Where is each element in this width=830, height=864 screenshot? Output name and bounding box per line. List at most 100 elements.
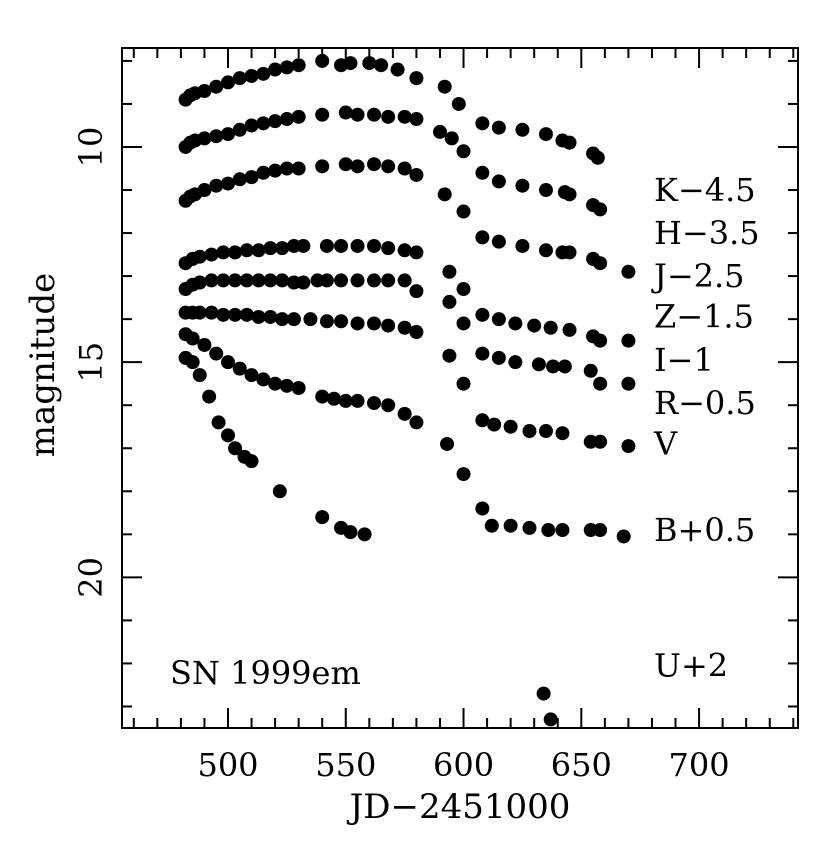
data-point — [437, 187, 452, 202]
data-point — [390, 62, 405, 77]
data-point — [197, 84, 212, 99]
x-tick-label-650: 650 — [551, 746, 612, 784]
data-point — [202, 389, 217, 404]
data-point — [338, 393, 353, 408]
data-point — [334, 238, 349, 253]
y-tick-label-10: 10 — [72, 127, 110, 168]
data-point — [546, 359, 561, 374]
data-point — [562, 187, 577, 202]
data-point — [381, 398, 396, 413]
data-point — [291, 161, 306, 176]
data-point — [409, 284, 424, 299]
data-point — [397, 243, 412, 258]
data-point — [515, 122, 530, 137]
annotation-sn-1999em: SN 1999em — [170, 654, 361, 692]
data-point — [437, 79, 452, 94]
data-point — [263, 241, 278, 256]
data-point — [268, 163, 283, 178]
data-point — [251, 309, 266, 324]
data-point — [192, 305, 207, 320]
data-point — [557, 359, 572, 374]
series-i-1 — [178, 273, 636, 391]
data-point — [291, 381, 306, 395]
data-point — [228, 245, 243, 260]
data-point — [197, 183, 212, 198]
series-h-3-5 — [178, 105, 608, 217]
data-point — [319, 314, 334, 329]
data-point — [279, 378, 294, 393]
data-point — [275, 241, 290, 256]
data-point — [220, 75, 235, 90]
data-point — [538, 424, 553, 439]
data-point — [357, 527, 372, 542]
series-r-0-5 — [178, 305, 636, 449]
data-point — [555, 523, 570, 538]
series-label-h-3-5: H−3.5 — [654, 214, 760, 252]
series-z-1-5 — [178, 238, 636, 348]
data-point — [256, 165, 271, 180]
data-point — [503, 518, 518, 533]
data-point — [338, 105, 353, 120]
data-point — [397, 406, 412, 421]
series-label-k-4-5: K−4.5 — [654, 171, 756, 209]
data-point — [409, 415, 424, 430]
data-point — [209, 129, 224, 144]
data-point — [350, 159, 365, 174]
data-point — [272, 484, 287, 499]
data-point — [555, 426, 570, 441]
y-tick-label-20: 20 — [72, 557, 110, 598]
data-point — [444, 131, 459, 146]
data-point — [232, 71, 247, 86]
series-label-u-2: U+2 — [654, 646, 728, 684]
data-point — [279, 112, 294, 127]
data-point — [268, 62, 283, 77]
data-point — [456, 204, 471, 219]
data-point — [475, 413, 490, 428]
data-point — [508, 316, 523, 331]
y-tick-label-15: 15 — [72, 342, 110, 383]
data-point — [192, 275, 207, 290]
data-point — [381, 318, 396, 333]
data-point — [409, 167, 424, 182]
data-point — [562, 245, 577, 260]
data-point — [251, 243, 266, 258]
series-label-j-2-5: J−2.5 — [651, 257, 745, 295]
data-point — [350, 273, 365, 288]
data-point — [491, 120, 506, 135]
data-point — [192, 368, 207, 383]
data-point — [239, 307, 254, 322]
data-point — [381, 159, 396, 174]
data-point — [244, 68, 259, 83]
data-point — [562, 322, 577, 337]
series-k-4-5 — [178, 53, 605, 165]
data-point — [621, 333, 636, 348]
data-point — [409, 112, 424, 127]
data-point — [263, 273, 278, 288]
data-point — [315, 107, 330, 122]
data-point — [362, 56, 377, 71]
data-point — [209, 346, 224, 361]
data-point — [367, 396, 382, 411]
data-point — [456, 282, 471, 297]
data-point — [475, 307, 490, 322]
data-point — [296, 238, 311, 253]
series-b-0-5 — [178, 350, 372, 542]
data-point — [256, 66, 271, 81]
data-point — [319, 238, 334, 253]
data-point — [522, 424, 537, 439]
data-point — [256, 116, 271, 131]
data-point — [515, 178, 530, 193]
data-point — [621, 376, 636, 391]
data-point — [338, 157, 353, 172]
data-point — [409, 325, 424, 340]
data-point — [275, 312, 290, 327]
data-point — [367, 107, 382, 122]
data-point — [590, 150, 605, 165]
data-point — [432, 124, 447, 139]
data-point — [397, 273, 412, 288]
data-point — [531, 357, 546, 372]
data-point — [204, 247, 219, 262]
data-point — [319, 273, 334, 288]
data-point — [593, 376, 608, 391]
x-tick-label-550: 550 — [315, 746, 376, 784]
